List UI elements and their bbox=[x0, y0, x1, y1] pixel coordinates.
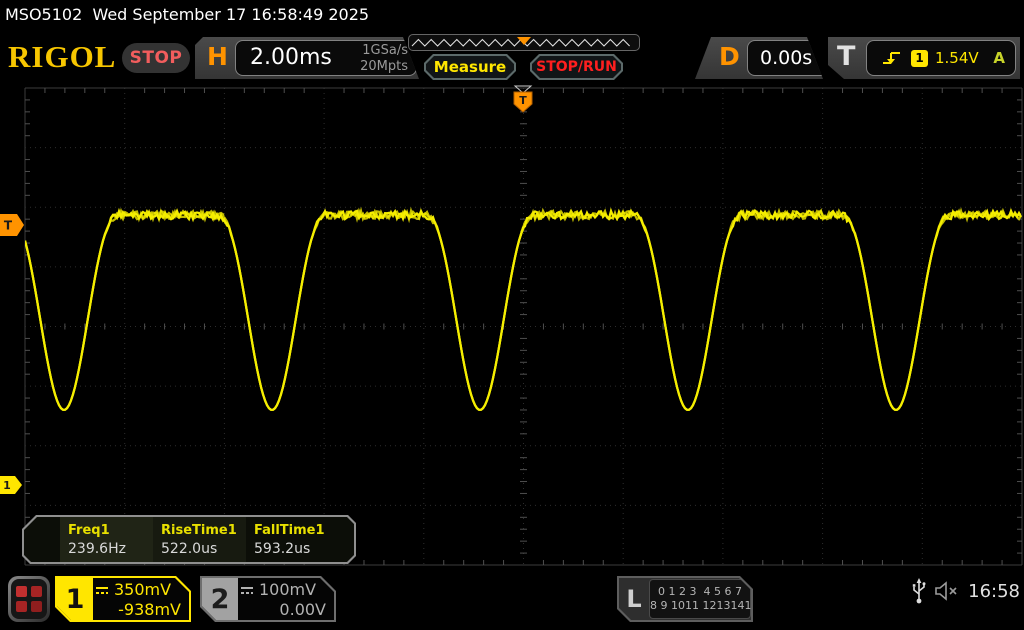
trigger-value-box: 1 1.54V A bbox=[866, 40, 1016, 76]
measurement-value: 522.0us bbox=[161, 541, 218, 557]
channel-1-box[interactable]: 1 350mV -938mV bbox=[55, 576, 191, 622]
sample-rate: 1GSa/s bbox=[362, 43, 408, 58]
svg-text:T: T bbox=[519, 94, 527, 107]
measurement-panel-inner: Freq1 239.6Hz RiseTime1 522.0us FallTime… bbox=[24, 517, 354, 562]
menu-button[interactable] bbox=[8, 576, 50, 622]
measurement-falltime1[interactable]: FallTime1 593.2us bbox=[246, 517, 339, 562]
digital-channel-numbers: 0 1 2 3 4 5 6 7 8 9 1011 12131415 bbox=[649, 579, 751, 619]
scrollbar-trigger-marker[interactable] bbox=[409, 35, 639, 50]
titlebar: MSO5102 Wed September 17 16:58:49 2025 bbox=[0, 0, 1024, 30]
acquisition-rates: 1GSa/s 20Mpts bbox=[360, 43, 408, 75]
measurement-risetime1[interactable]: RiseTime1 522.0us bbox=[153, 517, 246, 562]
horizontal-timebase-box[interactable]: H 2.00ms 1GSa/s 20Mpts bbox=[195, 37, 423, 79]
channel-1-number: 1 bbox=[57, 578, 93, 620]
channel-2-scale: 100mV bbox=[259, 580, 317, 599]
timebase-value-box: 2.00ms 1GSa/s 20Mpts bbox=[235, 40, 417, 76]
horizontal-position-scrollbar[interactable] bbox=[408, 34, 640, 51]
measurement-panel[interactable]: Freq1 239.6Hz RiseTime1 522.0us FallTime… bbox=[22, 515, 356, 564]
measure-button[interactable]: Measure bbox=[424, 54, 516, 80]
trigger-label: T bbox=[837, 41, 856, 72]
measurement-label: FallTime1 bbox=[254, 523, 325, 538]
svg-text:1: 1 bbox=[3, 479, 11, 492]
delay-box[interactable]: D 0.00s bbox=[695, 37, 823, 79]
falling-edge-icon bbox=[883, 50, 901, 66]
dc-coupling-icon bbox=[95, 585, 109, 595]
timebase-value: 2.00ms bbox=[250, 45, 332, 70]
measurement-label: RiseTime1 bbox=[161, 523, 237, 538]
run-state-badge[interactable]: STOP bbox=[122, 43, 190, 73]
delay-value: 0.00s bbox=[760, 47, 813, 69]
run-state-label: STOP bbox=[129, 48, 183, 68]
stop-run-button-label: STOP/RUN bbox=[536, 59, 617, 75]
svg-text:T: T bbox=[4, 219, 13, 233]
horizontal-label: H bbox=[207, 42, 228, 71]
trigger-level-marker[interactable]: T bbox=[0, 214, 24, 236]
speaker-muted-icon[interactable] bbox=[934, 580, 960, 602]
channel-1-offset: -938mV bbox=[118, 600, 181, 619]
dc-coupling-icon bbox=[240, 585, 254, 595]
memory-depth: 20Mpts bbox=[360, 59, 408, 74]
measurement-label: Freq1 bbox=[68, 523, 110, 538]
measurement-freq1[interactable]: Freq1 239.6Hz bbox=[60, 517, 153, 562]
channel-1-scale: 350mV bbox=[114, 580, 172, 599]
graticule bbox=[24, 87, 1023, 566]
trigger-box[interactable]: T 1 1.54V A bbox=[828, 37, 1020, 79]
delay-value-box: 0.00s bbox=[747, 40, 835, 76]
measurement-value: 239.6Hz bbox=[68, 541, 126, 557]
channel-2-number: 2 bbox=[202, 578, 238, 620]
logic-analyzer-box[interactable]: L 0 1 2 3 4 5 6 7 8 9 1011 12131415 bbox=[617, 576, 753, 622]
logic-analyzer-label: L bbox=[626, 585, 642, 613]
stop-run-button[interactable]: STOP/RUN bbox=[530, 54, 623, 80]
usb-icon bbox=[912, 578, 926, 604]
channel-1-level-marker[interactable]: 1 bbox=[0, 476, 22, 494]
clock: 16:58 bbox=[968, 580, 1020, 602]
measurement-value: 593.2us bbox=[254, 541, 311, 557]
trigger-position-marker[interactable]: T bbox=[513, 85, 533, 113]
header-bar: RIGOL STOP H 2.00ms 1GSa/s 20Mpts Measur… bbox=[0, 30, 1024, 85]
menu-grid-icon bbox=[11, 579, 47, 619]
trigger-source-badge: 1 bbox=[911, 50, 928, 67]
channel-2-offset: 0.00V bbox=[279, 600, 326, 619]
delay-label: D bbox=[719, 42, 740, 71]
bottom-bar: 1 350mV -938mV 2 bbox=[0, 568, 1024, 630]
channel-2-box[interactable]: 2 100mV 0.00V bbox=[200, 576, 336, 622]
rigol-logo: RIGOL bbox=[8, 39, 117, 74]
trigger-level-value: 1.54V bbox=[935, 49, 979, 67]
channel-1-trace bbox=[25, 206, 1022, 411]
measure-button-label: Measure bbox=[433, 58, 507, 76]
model-and-datetime: MSO5102 Wed September 17 16:58:49 2025 bbox=[5, 5, 370, 24]
trigger-mode: A bbox=[993, 49, 1005, 67]
